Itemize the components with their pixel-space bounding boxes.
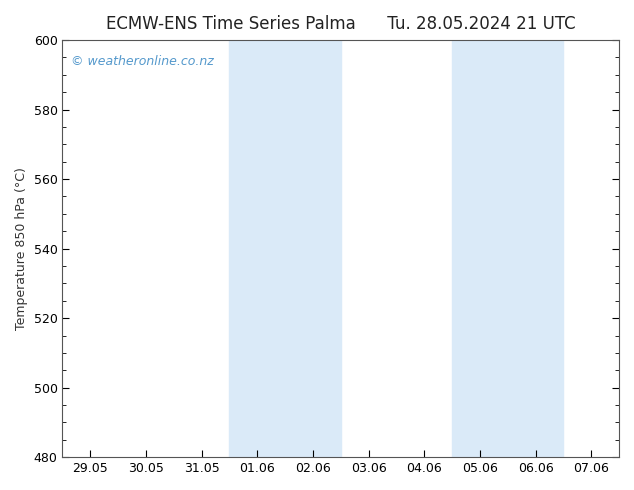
Y-axis label: Temperature 850 hPa (°C): Temperature 850 hPa (°C) (15, 167, 28, 330)
Bar (452, 40, 564, 457)
Title: ECMW-ENS Time Series Palma      Tu. 28.05.2024 21 UTC: ECMW-ENS Time Series Palma Tu. 28.05.202… (106, 15, 576, 33)
Text: © weatheronline.co.nz: © weatheronline.co.nz (71, 55, 214, 68)
Bar (230, 40, 340, 457)
